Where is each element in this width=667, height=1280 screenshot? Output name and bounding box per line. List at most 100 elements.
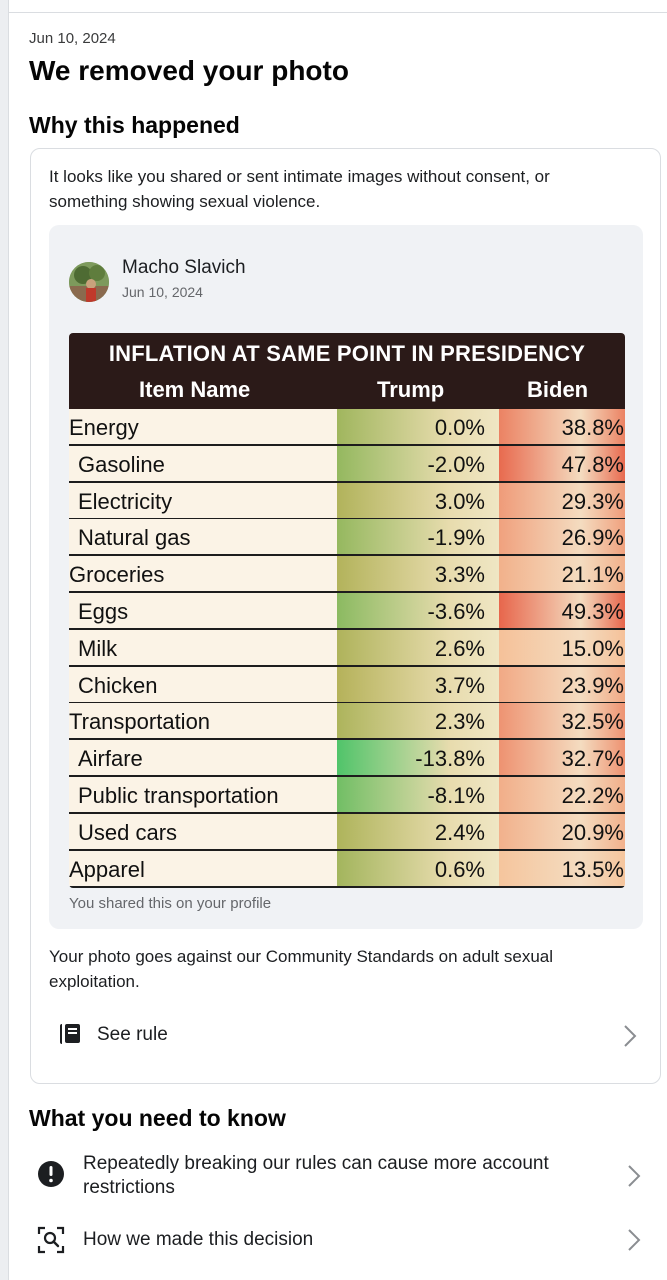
cell-item-name: Apparel xyxy=(69,850,337,886)
cell-trump: 3.3% xyxy=(337,556,499,592)
avatar xyxy=(69,262,109,302)
biden-value: 47.8% xyxy=(561,451,624,477)
cell-item-name: Used cars xyxy=(69,813,337,849)
cell-item-name: Eggs xyxy=(69,593,337,628)
biden-value: 32.5% xyxy=(561,709,624,735)
left-rail xyxy=(0,0,9,1280)
notice-page: Jun 10, 2024 We removed your photo Why t… xyxy=(9,0,667,1280)
trump-value: 3.7% xyxy=(434,672,485,698)
column-trump: Trump xyxy=(377,377,445,402)
cell-item-name: Natural gas xyxy=(69,519,337,555)
trump-value: 3.3% xyxy=(434,562,485,588)
trump-value: -13.8% xyxy=(415,746,485,772)
cell-item-name: Energy xyxy=(69,409,337,444)
why-heading: Why this happened xyxy=(29,112,240,138)
cell-biden: 47.8% xyxy=(499,445,625,481)
trump-value: 2.4% xyxy=(434,819,485,845)
cell-biden: 23.9% xyxy=(499,666,625,702)
chevron-right-icon xyxy=(628,1165,641,1187)
biden-value: 20.9% xyxy=(561,819,624,845)
decision-info-item[interactable]: How we made this decision xyxy=(29,1222,649,1262)
table-title: INFLATION AT SAME POINT IN PRESIDENCY xyxy=(108,341,586,366)
table-rows: Energy 0.0% 38.8% Gasoline -2.0% 47.8% Electri… xyxy=(69,409,625,888)
shared-note: You shared this on your profile xyxy=(69,895,272,912)
cell-trump: -3.6% xyxy=(337,593,499,628)
item-name: Electricity xyxy=(78,488,173,514)
table-row: Milk 2.6% 15.0% xyxy=(69,629,625,667)
trump-value: 0.6% xyxy=(434,856,485,882)
cell-item-name: Transportation xyxy=(69,703,337,739)
table-row: Chicken 3.7% 23.9% xyxy=(69,666,625,704)
table-row: Groceries 3.3% 21.1% xyxy=(69,556,625,594)
column-item-name: Item Name xyxy=(139,377,251,402)
repeat-violations-label: Repeatedly breaking our rules can cause … xyxy=(83,1153,549,1198)
table-row: Apparel 0.6% 13.5% xyxy=(69,850,625,888)
cell-biden: 22.2% xyxy=(499,777,625,812)
notice-date: Jun 10, 2024 xyxy=(29,30,116,47)
see-rule-button[interactable]: See rule xyxy=(49,1014,643,1058)
table-row: Gasoline -2.0% 47.8% xyxy=(69,445,625,483)
cell-item-name: Electricity xyxy=(69,482,337,518)
cell-item-name: Public transportation xyxy=(69,777,337,812)
biden-value: 26.9% xyxy=(561,525,624,551)
biden-value: 13.5% xyxy=(561,856,624,882)
cell-biden: 29.3% xyxy=(499,482,625,518)
column-biden: Biden xyxy=(527,377,589,402)
item-name: Natural gas xyxy=(78,525,191,551)
item-name: Groceries xyxy=(69,562,165,588)
chevron-right-icon xyxy=(628,1229,641,1251)
chevron-right-icon xyxy=(624,1025,637,1047)
item-name: Public transportation xyxy=(78,783,279,808)
post-photo-table: INFLATION AT SAME POINT IN PRESIDENCY It… xyxy=(69,333,625,888)
table-row: Eggs -3.6% 49.3% xyxy=(69,593,625,630)
biden-value: 15.0% xyxy=(561,635,624,661)
cell-item-name: Airfare xyxy=(69,740,337,776)
reason-card: It looks like you shared or sent intimat… xyxy=(30,148,661,1084)
know-heading: What you need to know xyxy=(29,1105,286,1131)
post-date: Jun 10, 2024 xyxy=(122,284,203,300)
cell-biden: 20.9% xyxy=(499,813,625,849)
trump-value: -3.6% xyxy=(427,599,485,624)
top-divider xyxy=(9,12,667,13)
cell-biden: 26.9% xyxy=(499,519,625,555)
decision-info-label: How we made this decision xyxy=(83,1229,314,1250)
repeat-violations-item[interactable]: Repeatedly breaking our rules can cause … xyxy=(29,1150,649,1206)
item-name: Chicken xyxy=(78,672,158,698)
see-rule-label: See rule xyxy=(97,1024,168,1045)
cell-trump: 2.6% xyxy=(337,629,499,665)
biden-value: 29.3% xyxy=(561,488,624,514)
cell-biden: 32.7% xyxy=(499,740,625,776)
alert-icon xyxy=(38,1161,64,1187)
table-row: Energy 0.0% 38.8% xyxy=(69,409,625,446)
table-row: Electricity 3.0% 29.3% xyxy=(69,482,625,520)
biden-value: 21.1% xyxy=(561,562,624,588)
item-name: Milk xyxy=(78,635,118,661)
table-row: Airfare -13.8% 32.7% xyxy=(69,740,625,778)
item-name: Energy xyxy=(69,415,139,440)
trump-value: -8.1% xyxy=(427,783,485,808)
biden-value: 22.2% xyxy=(561,783,624,808)
cell-biden: 38.8% xyxy=(499,409,625,444)
cell-trump: 2.4% xyxy=(337,813,499,849)
item-name: Gasoline xyxy=(78,451,165,477)
cell-biden: 49.3% xyxy=(499,593,625,628)
rule-book-icon xyxy=(60,1024,80,1044)
post-author: Macho Slavich xyxy=(122,257,246,278)
item-name: Used cars xyxy=(78,819,178,845)
cell-trump: 3.7% xyxy=(337,666,499,702)
magnifier-scan-icon xyxy=(37,1226,65,1254)
violation-text: Your photo goes against our Community St… xyxy=(49,947,554,991)
trump-value: -2.0% xyxy=(427,451,485,477)
cell-trump: 0.0% xyxy=(337,409,499,444)
cell-trump: -2.0% xyxy=(337,445,499,481)
cell-trump: 2.3% xyxy=(337,703,499,739)
table-row: Transportation 2.3% 32.5% xyxy=(69,703,625,741)
biden-value: 49.3% xyxy=(561,599,624,624)
cell-item-name: Chicken xyxy=(69,666,337,702)
cell-item-name: Milk xyxy=(69,629,337,665)
item-name: Eggs xyxy=(78,599,129,624)
trump-value: 2.6% xyxy=(434,635,485,661)
item-name: Airfare xyxy=(78,746,143,772)
cell-biden: 13.5% xyxy=(499,850,625,886)
cell-item-name: Gasoline xyxy=(69,445,337,481)
